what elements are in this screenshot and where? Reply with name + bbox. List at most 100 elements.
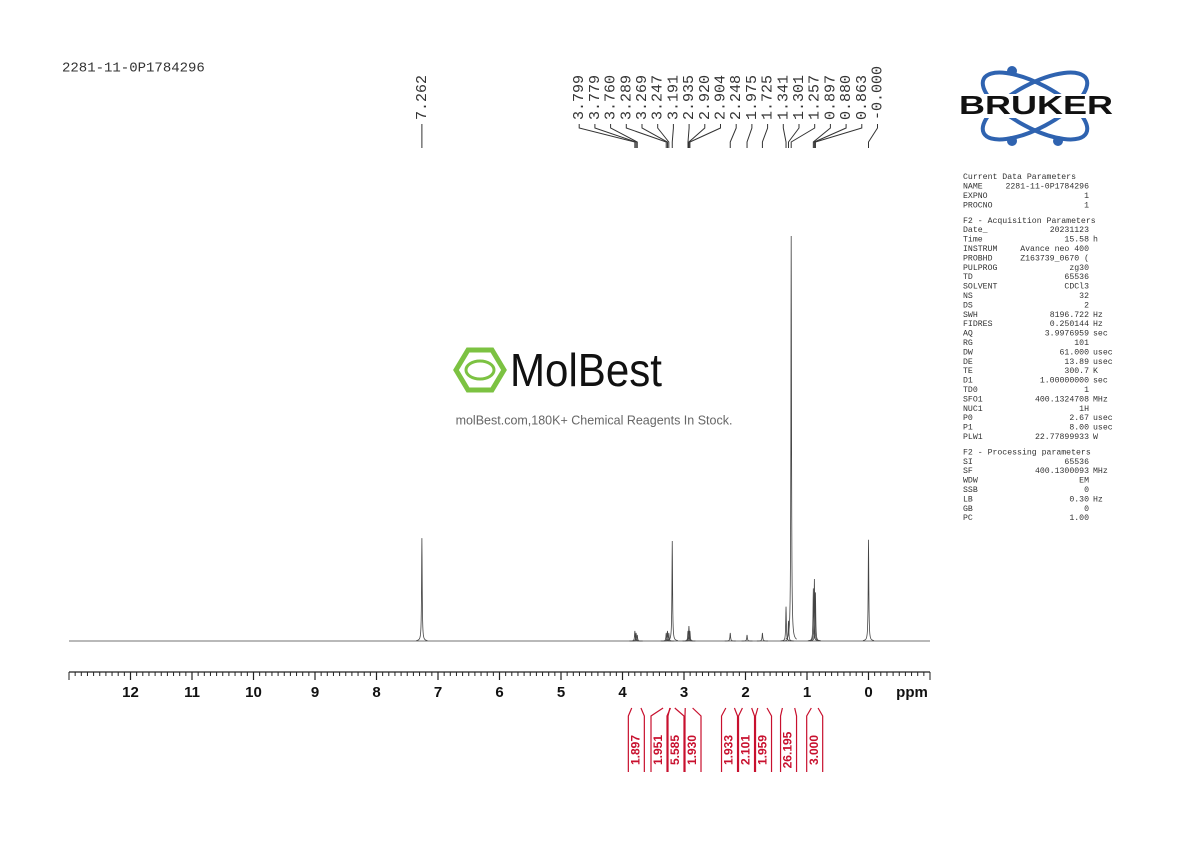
- peak-label: 1.341: [775, 75, 792, 120]
- peak-label-connector: [790, 124, 816, 148]
- parameter-unit: Hz: [1093, 320, 1103, 329]
- parameter-section-title: F2 - Acquisition Parameters: [963, 216, 1096, 226]
- parameter-unit: h: [1093, 235, 1098, 245]
- peak-label: 3.289: [618, 75, 635, 120]
- integral-bracket: [667, 707, 685, 772]
- peak-label-connector: [812, 124, 831, 148]
- parameter-name: TD0: [963, 386, 978, 395]
- parameter-unit: W: [1093, 433, 1098, 442]
- peak-label: 3.269: [634, 75, 651, 120]
- peak-label-connector: [657, 124, 670, 148]
- spectrum-peak: [780, 606, 792, 642]
- parameter-value: 0: [1084, 505, 1089, 514]
- peak-label-connector: [625, 124, 667, 148]
- peak-label: 7.262: [414, 75, 431, 120]
- parameter-name: TE: [963, 367, 973, 376]
- spectrum-peak: [862, 539, 875, 641]
- peak-label: 1.301: [791, 75, 808, 120]
- parameter-name: EXPNO: [963, 192, 988, 201]
- integral-label: 2.101: [739, 735, 753, 765]
- parameter-value: 20231123: [1050, 226, 1089, 235]
- parameter-value: 1: [1084, 192, 1089, 201]
- integral-label: 5.585: [668, 735, 682, 765]
- parameter-value: 101: [1074, 339, 1089, 348]
- parameter-name: D1: [963, 377, 973, 386]
- parameter-unit: Hz: [1093, 495, 1103, 504]
- integral-label: 1.951: [651, 735, 665, 765]
- parameter-unit: MHz: [1093, 395, 1108, 404]
- parameter-name: PULPROG: [963, 264, 997, 273]
- parameter-name: Time: [963, 235, 983, 245]
- integral-bracket: [684, 707, 702, 772]
- parameter-name: RG: [963, 339, 973, 348]
- parameter-value: 3.9976959: [1045, 330, 1089, 339]
- parameter-value: 300.7: [1064, 367, 1089, 376]
- parameter-name: SWH: [963, 311, 978, 320]
- spectrum-peak: [741, 634, 753, 642]
- parameter-name: FIDRES: [963, 320, 993, 329]
- peak-label-connector: [594, 124, 637, 148]
- x-tick-label: 12: [122, 684, 139, 701]
- spectrum-peak: [684, 630, 696, 642]
- parameter-unit: usec: [1093, 348, 1113, 357]
- parameter-value: 1.00000000: [1040, 377, 1089, 386]
- parameter-value: 1H: [1079, 405, 1089, 414]
- x-tick-label: 3: [680, 684, 688, 701]
- parameter-value: 0.30: [1069, 495, 1089, 504]
- parameter-name: PROCNO: [963, 201, 993, 210]
- peak-label-connector: [610, 124, 638, 148]
- peak-label-connector: [814, 124, 863, 148]
- x-axis-label: ppm: [896, 684, 928, 701]
- parameter-name: NAME: [963, 183, 983, 192]
- parameter-value: CDCl3: [1064, 282, 1089, 292]
- peak-label-connector: [688, 124, 706, 148]
- parameter-value: Avance neo 400: [1020, 245, 1089, 254]
- peak-label: 3.247: [650, 75, 667, 120]
- logo-dot: [1053, 136, 1063, 146]
- x-tick-label: 5: [557, 684, 565, 701]
- integral-bracket: [806, 707, 824, 772]
- sample-id: 2281-11-0P1784296: [62, 61, 205, 77]
- integral-label: 1.930: [685, 735, 699, 765]
- parameter-value: 1.00: [1069, 514, 1089, 523]
- watermark-ring: [464, 359, 496, 381]
- watermark-brand: MolBest: [510, 344, 662, 396]
- parameter-name: AQ: [963, 330, 973, 339]
- parameter-name: GB: [963, 505, 973, 514]
- parameter-name: DW: [963, 348, 973, 357]
- peak-label: 3.799: [571, 75, 588, 120]
- parameter-value: 8196.722: [1050, 311, 1089, 320]
- peak-label: 3.191: [665, 75, 682, 120]
- parameter-name: P0: [963, 414, 973, 423]
- parameter-section-title: Current Data Parameters: [963, 173, 1076, 182]
- spectrum-peak: [782, 620, 795, 642]
- parameter-unit: MHz: [1093, 467, 1108, 476]
- x-tick-label: 11: [184, 684, 200, 701]
- parameter-name: DS: [963, 301, 973, 310]
- parameter-value: 65536: [1064, 458, 1089, 467]
- parameter-value: 0: [1084, 486, 1089, 495]
- parameter-name: PC: [963, 514, 973, 523]
- parameter-name: SF: [963, 467, 973, 476]
- peak-label-connector: [787, 124, 800, 148]
- spectrum-peak: [666, 540, 678, 641]
- parameter-name: DE: [963, 358, 973, 367]
- peak-label: 3.779: [587, 75, 604, 120]
- parameter-name: TD: [963, 273, 973, 282]
- parameter-unit: usec: [1093, 414, 1113, 423]
- x-tick-label: 8: [372, 684, 380, 701]
- peak-label: 3.760: [603, 75, 620, 120]
- parameter-unit: sec: [1093, 330, 1108, 339]
- integral-label: 1.897: [629, 735, 643, 765]
- parameter-value: 2281-11-0P1784296: [1005, 183, 1089, 192]
- parameter-unit: K: [1093, 367, 1098, 376]
- peak-label-connector: [746, 124, 753, 148]
- spectrum-peak: [809, 592, 821, 642]
- parameter-name: SI: [963, 458, 973, 467]
- logo-text: BRUKER: [959, 90, 1113, 120]
- integral-label: 3.000: [807, 735, 821, 765]
- spectrum-peak: [663, 632, 675, 642]
